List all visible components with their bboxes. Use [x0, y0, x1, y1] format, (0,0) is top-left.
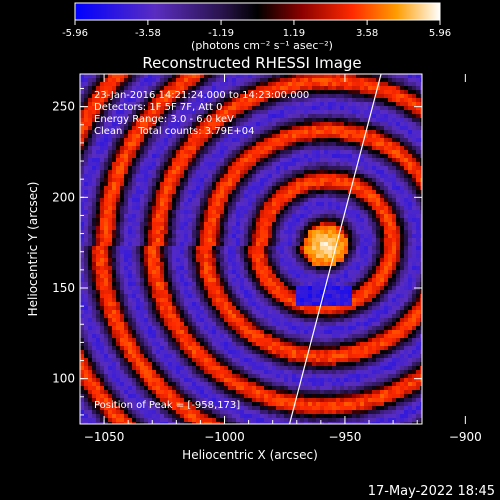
colorbar [74, 2, 441, 21]
colorbar-units: (photons cm⁻² s⁻¹ asec⁻²) [191, 39, 333, 52]
annotation-clean-counts: Clean Total counts: 3.79E+04 [94, 126, 254, 137]
footer-date: 17-May-2022 18:45 [368, 484, 495, 499]
y-tick-label: 250 [52, 100, 75, 114]
colorbar-tick-label: -3.58 [135, 28, 161, 39]
x-tick-label: −900 [449, 430, 482, 444]
solar-limb-line [288, 74, 382, 424]
annotation-energy-range: Energy Range: 3.0 - 6.0 keV [94, 114, 234, 125]
annotation-detectors: Detectors: 1F 5F 7F, Att 0 [94, 102, 222, 113]
x-tick-label: −1050 [84, 430, 125, 444]
colorbar-tick-label: 3.58 [356, 28, 378, 39]
y-tick-label: 150 [52, 281, 75, 295]
x-axis: −1050 −1000 −950 −900 [79, 74, 482, 444]
y-axis: 100 150 200 250 [52, 88, 422, 416]
chart-title: Reconstructed RHESSI Image [142, 54, 361, 72]
colorbar-tick-label: 1.19 [283, 28, 305, 39]
heatmap-image [80, 74, 422, 424]
annotation-time-range: 23-Jan-2016 14:21:24.000 to 14:23:00.000 [94, 90, 309, 101]
y-tick-label: 100 [52, 372, 75, 386]
y-axis-label: Heliocentric Y (arcsec) [26, 182, 40, 317]
x-axis-label: Heliocentric X (arcsec) [182, 448, 318, 462]
peak-position-label: Position of Peak = [-958,173] [94, 400, 240, 411]
y-tick-label: 200 [52, 190, 75, 204]
x-tick-label: −1000 [204, 430, 245, 444]
x-tick-label: −950 [328, 430, 361, 444]
colorbar-tick-label: 5.96 [429, 28, 451, 39]
colorbar-ticks: -5.96 -3.58 -1.19 1.19 3.58 5.96 [62, 20, 451, 39]
colorbar-tick-label: -1.19 [208, 28, 234, 39]
colorbar-tick-label: -5.96 [62, 28, 88, 39]
plot-frame [79, 73, 423, 425]
observation-info: 23-Jan-2016 14:21:24.000 to 14:23:00.000… [94, 90, 309, 137]
